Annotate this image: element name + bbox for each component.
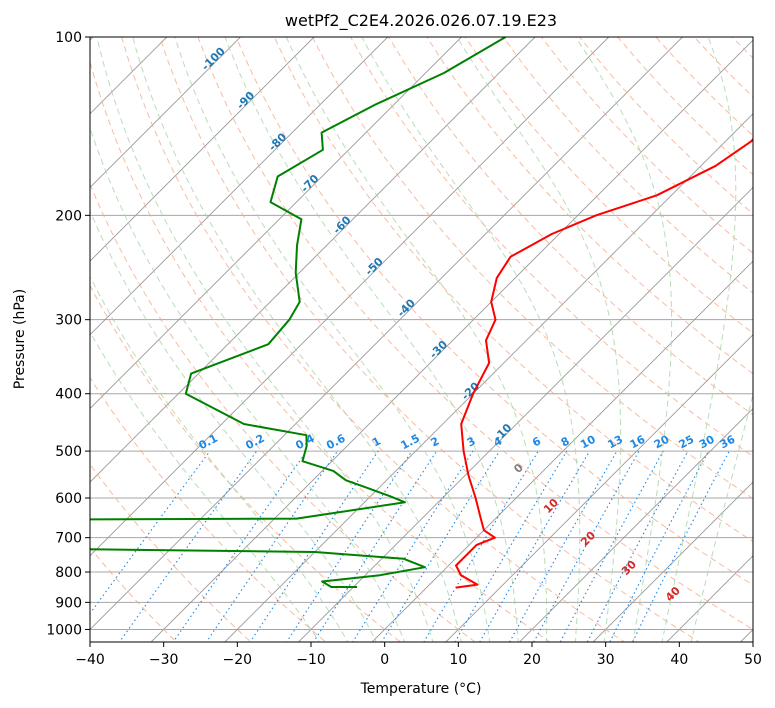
isotherm-line [150, 39, 753, 642]
dry-adiabat-line [90, 182, 476, 642]
y-tick-label: 400 [55, 387, 82, 403]
mixing-ratio-label: 36 [718, 433, 738, 452]
mixing-ratio-line [172, 450, 308, 642]
x-tick-label: −10 [296, 652, 326, 668]
mixing-ratio-label: 30 [697, 433, 717, 452]
y-tick-label: 700 [55, 531, 82, 547]
moist-adiabat-line [661, 37, 737, 642]
moist-adiabat-line [90, 275, 349, 642]
mixing-ratio-line [533, 450, 640, 642]
y-tick-label: 500 [55, 444, 82, 460]
mixing-ratio-label: 16 [628, 433, 648, 452]
isotherm-line [518, 407, 753, 642]
mixing-ratio-line [609, 450, 709, 642]
moist-adiabat-line [575, 37, 673, 642]
moist-adiabat-line [90, 209, 377, 642]
isotherm-line [297, 186, 753, 642]
dry-adiabat-line [350, 37, 753, 458]
isotherm-line [90, 37, 242, 189]
isotherm-line [224, 113, 753, 642]
x-tick-label: −40 [75, 652, 105, 668]
dry-adiabat-line [121, 37, 626, 642]
isobar-grid [90, 37, 753, 630]
temperature-line [455, 137, 753, 589]
moist-adiabat-line [96, 37, 434, 642]
moist-adiabat-line [90, 330, 321, 642]
isotherm-line [90, 37, 610, 557]
isotherm-line [592, 481, 753, 642]
isotherm-line [445, 334, 753, 642]
y-tick-label: 900 [55, 595, 82, 611]
y-tick-label: 100 [55, 30, 82, 46]
dry-adiabat-line [273, 37, 753, 543]
sounding-series [90, 37, 753, 589]
y-tick-label: 600 [55, 491, 82, 507]
mixing-ratio-lines [90, 450, 730, 642]
x-axis-ticks: −40 −30 −20 −10 0 10 20 30 40 50 [75, 642, 762, 668]
mixing-ratio-label: 20 [652, 433, 672, 452]
y-axis-title: Pressure (hPa) [12, 289, 28, 389]
x-tick-label: 20 [523, 652, 541, 668]
x-axis-title: Temperature (°C) [360, 681, 482, 697]
dry-adiabat-line [235, 37, 753, 586]
mixing-ratio-label: 25 [677, 433, 697, 452]
mixing-ratio-line [312, 450, 438, 642]
y-tick-label: 1000 [46, 622, 82, 638]
mixing-ratio-line [454, 450, 568, 642]
y-tick-label: 200 [55, 208, 82, 224]
moist-adiabat-line [285, 37, 548, 642]
y-tick-label: 800 [55, 565, 82, 581]
mixing-ratio-line [205, 450, 338, 642]
moist-adiabat-line [361, 37, 581, 642]
dry-adiabat-line [159, 37, 701, 642]
isotherm-line [90, 37, 463, 410]
mixing-ratio-line [631, 450, 730, 642]
dry-adiabats [90, 37, 753, 642]
isotherm-grid [90, 37, 753, 642]
x-tick-label: −30 [149, 652, 179, 668]
mixing-ratio-line [559, 450, 664, 642]
y-tick-label: 300 [55, 313, 82, 329]
dry-adiabat-line [90, 376, 327, 642]
x-tick-label: 30 [597, 652, 615, 668]
x-tick-label: −20 [223, 652, 253, 668]
y-axis-ticks: 100 200 300 400 500 600 700 800 900 1000 [46, 30, 90, 638]
mixing-ratio-line [508, 450, 618, 642]
isotherm-line [90, 37, 684, 631]
dry-adiabat-line [311, 37, 753, 500]
mixing-ratio-line [423, 450, 539, 642]
dry-adiabat-line [502, 37, 753, 294]
mixing-ratio-line [380, 450, 500, 642]
x-tick-label: 0 [380, 652, 389, 668]
dry-adiabat-line [90, 60, 551, 642]
dewpoint-line [90, 37, 507, 588]
mixing-ratio-label: 13 [605, 433, 625, 452]
isotherm-line [371, 260, 753, 642]
dry-adiabat-line [197, 37, 753, 630]
moist-adiabat-line [224, 37, 519, 642]
isotherm-line [90, 37, 536, 483]
mixing-ratio-line [479, 450, 591, 642]
plot-frame [89, 36, 754, 643]
x-tick-label: 40 [670, 652, 688, 668]
moist-adiabats [90, 37, 753, 642]
moist-adiabat-line [456, 37, 622, 642]
x-tick-label: 50 [744, 652, 762, 668]
moist-adiabat-line [90, 126, 406, 642]
mixing-ratio-line [586, 450, 689, 642]
isotherm-line [90, 37, 315, 262]
moist-adiabat-line [690, 392, 753, 642]
mixing-ratio-label: 10 [578, 433, 598, 452]
isotherm-line [90, 37, 389, 336]
moist-adiabat-line [132, 37, 462, 642]
x-tick-label: 10 [449, 652, 467, 668]
dry-adiabat-line [90, 463, 252, 642]
dry-adiabat-line [90, 546, 178, 642]
chart-title: wetPf2_C2E4.2026.026.07.19.E23 [285, 11, 557, 31]
moist-adiabat-line [174, 37, 491, 642]
